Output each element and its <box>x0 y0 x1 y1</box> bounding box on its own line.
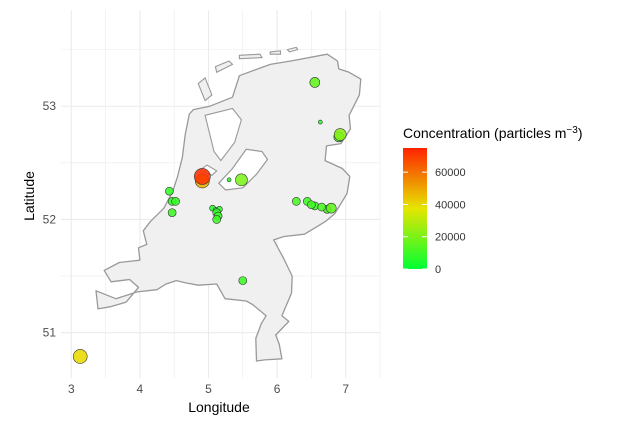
x-tick-label: 6 <box>274 382 281 396</box>
x-tick-label: 7 <box>342 382 349 396</box>
legend-colorbar <box>403 148 427 269</box>
data-point <box>333 128 347 141</box>
data-point <box>165 186 174 196</box>
data-points <box>72 77 347 364</box>
data-point <box>72 349 88 364</box>
wadden-island <box>286 46 299 53</box>
data-point <box>309 77 321 88</box>
legend-ticks: 0 20000 40000 60000 <box>403 167 466 276</box>
data-point <box>167 208 177 217</box>
legend-tick-label: 40000 <box>435 199 466 211</box>
wadden-island <box>238 53 263 60</box>
x-tick-label: 3 <box>68 382 75 396</box>
wadden-island <box>269 50 282 55</box>
legend-tick-label: 20000 <box>435 232 466 244</box>
data-point <box>235 173 248 187</box>
data-point <box>292 197 301 206</box>
data-point <box>194 168 211 185</box>
data-point <box>171 197 180 206</box>
y-tick-label: 51 <box>43 326 57 340</box>
y-axis-title: Latitude <box>21 171 37 221</box>
x-axis-title: Longitude <box>188 399 250 415</box>
x-tick-label: 5 <box>205 382 212 396</box>
y-tick-label: 52 <box>43 212 57 226</box>
water-inlet <box>204 107 243 162</box>
legend-title-text: Concentration (particles m <box>403 125 566 141</box>
x-tick-label: 4 <box>137 382 144 396</box>
country-outline <box>95 53 362 362</box>
data-point <box>317 202 326 212</box>
data-point <box>212 215 222 224</box>
wadden-island <box>214 60 234 74</box>
data-point <box>307 200 316 210</box>
y-tick-label: 53 <box>43 99 57 113</box>
legend-tick-label: 0 <box>435 264 441 276</box>
y-axis-ticks: 51 52 53 <box>43 99 57 339</box>
data-point <box>318 119 323 125</box>
legend-title-superscript: −3 <box>566 125 578 136</box>
legend-title-close: ) <box>578 125 583 141</box>
legend-tick-label: 60000 <box>435 167 466 179</box>
data-point <box>238 276 248 285</box>
legend: Concentration (particles m−3) 0 20000 4000… <box>403 125 582 276</box>
data-point <box>226 177 232 183</box>
data-point <box>325 202 337 214</box>
legend-title: Concentration (particles m−3) <box>403 125 582 141</box>
wadden-island <box>197 76 213 102</box>
x-axis-ticks: 3 4 5 6 7 <box>68 382 349 396</box>
